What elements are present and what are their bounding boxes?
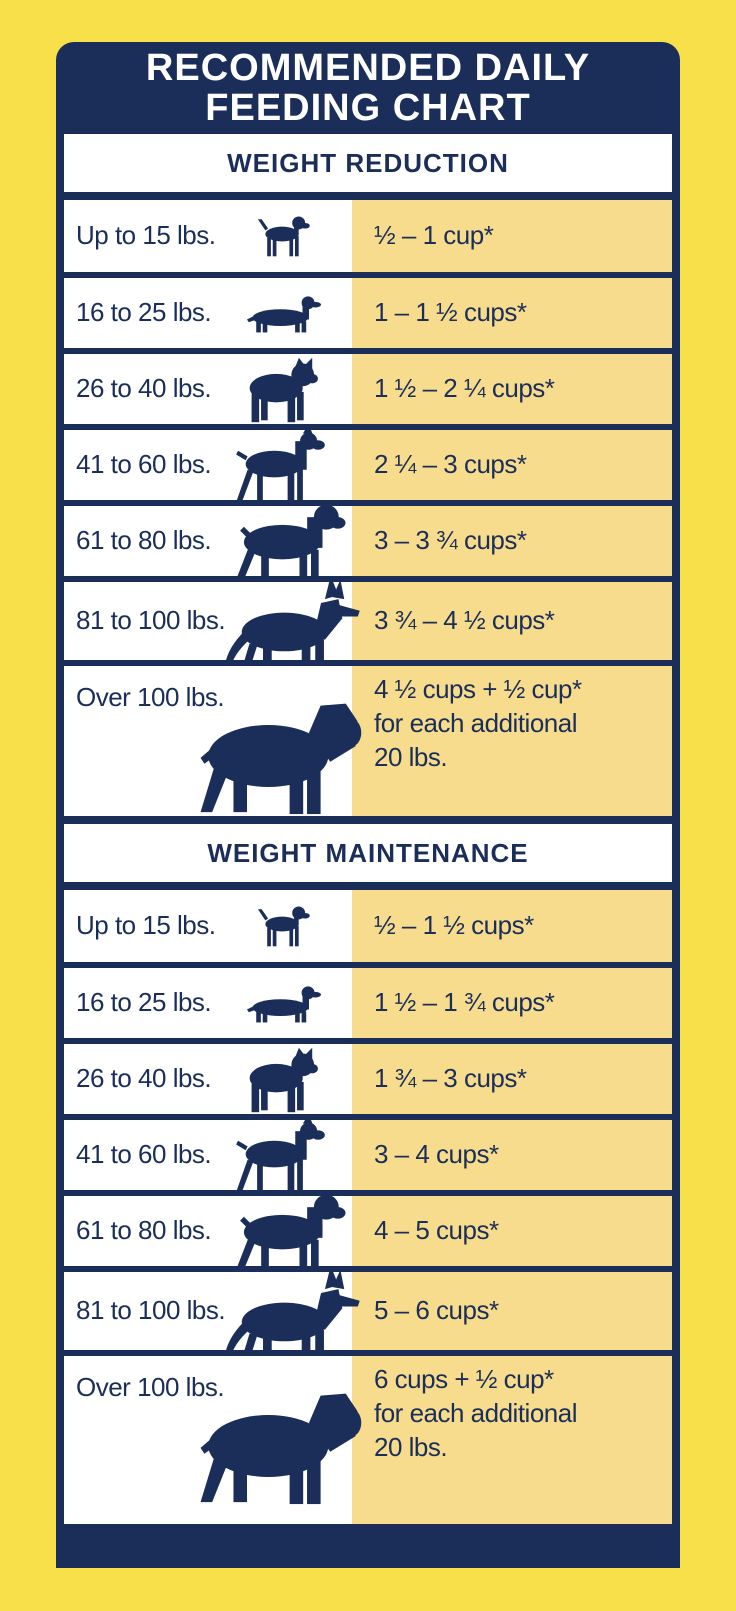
weight-label: 26 to 40 lbs.	[76, 1063, 212, 1093]
amount-line: 20 lbs.	[374, 742, 448, 772]
amount-cell: 3 – 4 cups*	[352, 1120, 672, 1190]
table-row: 61 to 80 lbs. 4 – 5 cups*	[64, 1194, 672, 1277]
weight-cell: 16 to 25 lbs.	[64, 278, 352, 348]
amount-text: 1 ¾ – 3 cups*	[374, 1061, 527, 1095]
amount-text: 2 ¼ – 3 cups*	[374, 447, 527, 481]
amount-line: 1 – 1 ½ cups*	[374, 297, 527, 327]
weight-cell: Up to 15 lbs.	[64, 890, 352, 962]
weight-label: 41 to 60 lbs.	[76, 1139, 212, 1169]
mastiff-icon	[200, 1393, 362, 1505]
amount-line: for each additional	[374, 708, 577, 738]
amount-text: 3 – 3 ¾ cups*	[374, 523, 527, 557]
rottweiler-icon	[234, 504, 346, 587]
table-row: Over 100 lbs. 4 ½ cups + ½ cup* for each a…	[64, 666, 672, 816]
amount-cell: 6 cups + ½ cup* for each additional 20 lbs…	[352, 1356, 672, 1524]
section-heading: WEIGHT REDUCTION	[64, 134, 672, 192]
table-row: 41 to 60 lbs. 2 ¼ – 3 cups*	[64, 424, 672, 503]
amount-cell: 1 ½ – 1 ¾ cups*	[352, 968, 672, 1038]
amount-line: 3 – 4 cups*	[374, 1139, 499, 1169]
dachshund-icon	[246, 986, 322, 1023]
table-row: Over 100 lbs. 6 cups + ½ cup* for each add…	[64, 1356, 672, 1524]
table-row: 81 to 100 lbs. 5 – 6 cups*	[64, 1265, 672, 1377]
table-row: 26 to 40 lbs. 1 ½ – 2 ¼ cups*	[64, 354, 672, 424]
weight-label: 26 to 40 lbs.	[76, 373, 212, 403]
amount-line: 6 cups + ½ cup*	[374, 1364, 554, 1394]
feeding-chart-card: RECOMMENDED DAILY FEEDING CHART WEIGHT R…	[56, 42, 680, 1568]
amount-text: ½ – 1 ½ cups*	[374, 908, 534, 942]
weight-label: 41 to 60 lbs.	[76, 449, 212, 479]
table-row: 81 to 100 lbs. 3 ¾ – 4 ½ cups*	[64, 575, 672, 687]
amount-text: 3 – 4 cups*	[374, 1137, 499, 1171]
amount-line: 3 – 3 ¾ cups*	[374, 525, 527, 555]
amount-line: 2 ¼ – 3 cups*	[374, 449, 527, 479]
amount-cell: 4 ½ cups + ½ cup* for each additional 20 l…	[352, 666, 672, 816]
table-row: 61 to 80 lbs. 3 – 3 ¾ cups*	[64, 504, 672, 587]
mastiff-icon	[200, 703, 362, 815]
weight-label: 81 to 100 lbs.	[76, 605, 226, 635]
table-row: Up to 15 lbs. ½ – 1 ½ cups*	[64, 890, 672, 962]
amount-line: for each additional	[374, 1398, 577, 1428]
amount-line: 1 ¾ – 3 cups*	[374, 1063, 527, 1093]
amount-cell: 1 – 1 ½ cups*	[352, 278, 672, 348]
table-row: 16 to 25 lbs. 1 ½ – 1 ¾ cups*	[64, 968, 672, 1038]
amount-text: 6 cups + ½ cup* for each additional 20 lbs…	[374, 1362, 577, 1464]
chart-title: RECOMMENDED DAILY FEEDING CHART	[56, 42, 680, 140]
table-row: Up to 15 lbs. ½ – 1 cup*	[64, 200, 672, 272]
amount-text: 1 ½ – 2 ¼ cups*	[374, 371, 555, 405]
amount-cell: ½ – 1 cup*	[352, 200, 672, 272]
amount-text: 1 – 1 ½ cups*	[374, 295, 527, 329]
beagle-icon	[257, 216, 310, 257]
amount-text: 4 ½ cups + ½ cup* for each additional 20 l…	[374, 672, 582, 774]
amount-text: 1 ½ – 1 ¾ cups*	[374, 985, 555, 1019]
amount-cell: 1 ½ – 2 ¼ cups*	[352, 354, 672, 424]
amount-cell: 3 – 3 ¾ cups*	[352, 506, 672, 576]
weight-label: 61 to 80 lbs.	[76, 1215, 212, 1245]
amount-line: 3 ¾ – 4 ½ cups*	[374, 605, 555, 635]
title-line-2: FEEDING CHART	[205, 87, 531, 129]
amount-line: 1 ½ – 2 ¼ cups*	[374, 373, 555, 403]
weight-label: 16 to 25 lbs.	[76, 297, 212, 327]
weight-label: Up to 15 lbs.	[76, 220, 216, 250]
amount-cell: 3 ¾ – 4 ½ cups*	[352, 582, 672, 660]
weight-label: Up to 15 lbs.	[76, 910, 216, 940]
table-row: 26 to 40 lbs. 1 ¾ – 3 cups*	[64, 1044, 672, 1114]
boxer-icon	[236, 424, 325, 503]
amount-cell: 4 – 5 cups*	[352, 1196, 672, 1266]
weight-label: 16 to 25 lbs.	[76, 987, 212, 1017]
amount-text: ½ – 1 cup*	[374, 218, 494, 252]
table-row: 41 to 60 lbs. 3 – 4 cups*	[64, 1114, 672, 1193]
amount-cell: 2 ¼ – 3 cups*	[352, 430, 672, 500]
boxer-icon	[236, 1114, 325, 1193]
rottweiler-icon	[234, 1194, 346, 1277]
amount-line: 20 lbs.	[374, 1432, 448, 1462]
amount-text: 5 – 6 cups*	[374, 1293, 499, 1327]
shepherd-icon	[224, 575, 360, 687]
dachshund-icon	[246, 296, 322, 333]
amount-line: ½ – 1 cup*	[374, 220, 494, 250]
weight-label: 81 to 100 lbs.	[76, 1295, 226, 1325]
amount-cell: 1 ¾ – 3 cups*	[352, 1044, 672, 1114]
amount-line: 4 – 5 cups*	[374, 1215, 499, 1245]
bulldog-icon	[249, 357, 318, 423]
beagle-icon	[257, 906, 310, 947]
section-heading: WEIGHT MAINTENANCE	[64, 824, 672, 882]
amount-text: 3 ¾ – 4 ½ cups*	[374, 603, 555, 637]
weight-label: 61 to 80 lbs.	[76, 525, 212, 555]
title-line-1: RECOMMENDED DAILY	[145, 47, 591, 89]
amount-line: 1 ½ – 1 ¾ cups*	[374, 987, 555, 1017]
bulldog-icon	[249, 1047, 318, 1113]
amount-cell: 5 – 6 cups*	[352, 1272, 672, 1350]
table-row: 16 to 25 lbs. 1 – 1 ½ cups*	[64, 278, 672, 348]
weight-cell: 16 to 25 lbs.	[64, 968, 352, 1038]
amount-line: 5 – 6 cups*	[374, 1295, 499, 1325]
amount-cell: ½ – 1 ½ cups*	[352, 890, 672, 962]
amount-line: 4 ½ cups + ½ cup*	[374, 674, 582, 704]
weight-label: Over 100 lbs.	[76, 1372, 225, 1402]
amount-line: ½ – 1 ½ cups*	[374, 910, 534, 940]
amount-text: 4 – 5 cups*	[374, 1213, 499, 1247]
weight-cell: Up to 15 lbs.	[64, 200, 352, 272]
weight-label: Over 100 lbs.	[76, 682, 225, 712]
